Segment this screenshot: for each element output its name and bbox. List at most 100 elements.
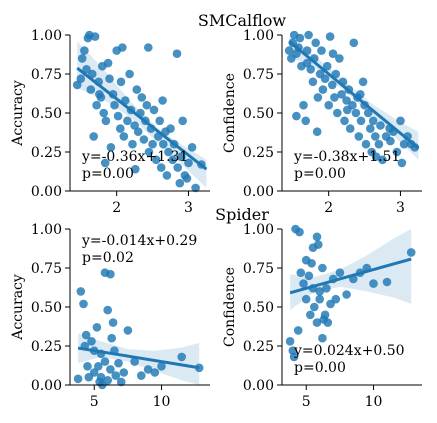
data-point <box>374 139 384 149</box>
data-point <box>178 116 187 126</box>
section-title-smcalflow: SMCalflow <box>198 11 287 30</box>
data-point <box>284 46 294 55</box>
data-point <box>354 132 364 141</box>
data-point <box>361 139 371 149</box>
data-point <box>110 100 119 110</box>
data-point <box>116 124 125 133</box>
data-point <box>396 116 405 126</box>
data-point <box>363 108 373 118</box>
data-point <box>335 54 344 63</box>
regression-annotation: p=0.00 <box>294 360 346 376</box>
data-point <box>107 333 116 343</box>
data-point <box>173 163 182 172</box>
data-point <box>95 377 104 387</box>
regression-annotation: p=0.02 <box>82 250 134 266</box>
data-point <box>371 152 381 161</box>
y-tick-label: 0.25 <box>243 339 274 355</box>
data-point <box>322 284 331 293</box>
data-point <box>366 124 375 133</box>
data-point <box>175 178 185 188</box>
y-axis-label: Confidence <box>222 267 238 347</box>
regression-annotation: y=0.024x+0.50 <box>293 343 405 359</box>
data-point <box>378 155 387 165</box>
data-point <box>328 49 338 58</box>
data-point <box>73 374 83 384</box>
data-point <box>150 368 160 377</box>
y-axis-label: Accuracy <box>10 80 26 147</box>
regression-annotation: y=-0.36x+1.31 <box>81 149 188 165</box>
y-tick-label: 0.75 <box>243 261 274 277</box>
data-point <box>149 105 159 115</box>
data-point <box>337 90 346 99</box>
data-point <box>301 294 311 304</box>
panel-smc-accuracy: 0.00 0.25 0.50 0.75 1.00 2 3 Accuracy y=-0.36x+1… <box>10 28 210 216</box>
data-point <box>151 155 161 165</box>
data-point <box>87 337 96 346</box>
y-tick-label: 0.00 <box>243 184 274 200</box>
data-point <box>318 85 328 94</box>
data-point <box>304 30 313 40</box>
data-point <box>312 318 322 327</box>
data-point <box>322 61 332 71</box>
data-point <box>116 377 126 387</box>
data-point <box>106 269 115 279</box>
data-point <box>92 323 102 332</box>
data-point <box>92 100 101 110</box>
regression-line <box>77 346 200 370</box>
data-point <box>123 116 132 126</box>
data-point <box>289 352 299 362</box>
data-point <box>340 116 349 126</box>
section-title-spider: Spider <box>215 205 269 224</box>
data-point <box>313 93 323 102</box>
data-point <box>345 124 355 133</box>
y-tick-label: 1.00 <box>243 222 274 238</box>
x-tick-label: 2 <box>324 200 333 216</box>
y-axis-label: Accuracy <box>10 274 26 341</box>
data-point <box>184 158 193 168</box>
data-point <box>399 139 409 149</box>
data-point <box>100 357 110 366</box>
data-point <box>111 371 121 380</box>
data-point <box>295 227 304 237</box>
data-point <box>324 100 334 110</box>
data-point <box>76 74 86 83</box>
y-tick-label: 0.50 <box>31 300 62 316</box>
data-point <box>320 74 330 83</box>
data-point <box>325 32 335 41</box>
data-point <box>310 302 319 312</box>
data-point <box>108 318 118 327</box>
data-point <box>172 49 182 58</box>
data-point <box>368 116 378 126</box>
x-tick-label: 5 <box>90 394 99 410</box>
data-point <box>144 43 153 52</box>
data-point <box>182 174 192 183</box>
data-point <box>137 371 146 380</box>
regression-annotation: p=0.00 <box>82 166 134 182</box>
data-point <box>342 96 351 105</box>
regression-line <box>76 66 208 171</box>
data-point <box>90 32 100 41</box>
data-point <box>148 139 157 149</box>
data-point <box>335 268 345 278</box>
data-point <box>406 248 416 257</box>
panel-spider-confidence: 0.00 0.25 0.50 0.75 1.00 5 10 Confidence y=0.024… <box>222 222 422 410</box>
y-tick-label: 0.00 <box>243 378 274 394</box>
data-point <box>94 362 103 371</box>
data-point <box>156 163 166 172</box>
data-point <box>157 362 166 371</box>
data-point <box>158 96 167 105</box>
data-point <box>315 287 325 296</box>
data-point <box>128 139 137 149</box>
data-point <box>95 90 104 99</box>
data-point <box>177 352 186 362</box>
data-point <box>312 127 322 136</box>
y-tick-label: 0.75 <box>31 67 62 83</box>
regression-line <box>288 40 420 150</box>
data-point <box>351 108 361 118</box>
data-point <box>296 268 306 278</box>
data-point <box>125 69 134 79</box>
data-point <box>295 33 305 43</box>
data-point <box>99 108 108 118</box>
panel-spider-accuracy: 0.00 0.25 0.50 0.75 1.00 5 10 Accuracy y=-0.014x… <box>10 222 210 410</box>
